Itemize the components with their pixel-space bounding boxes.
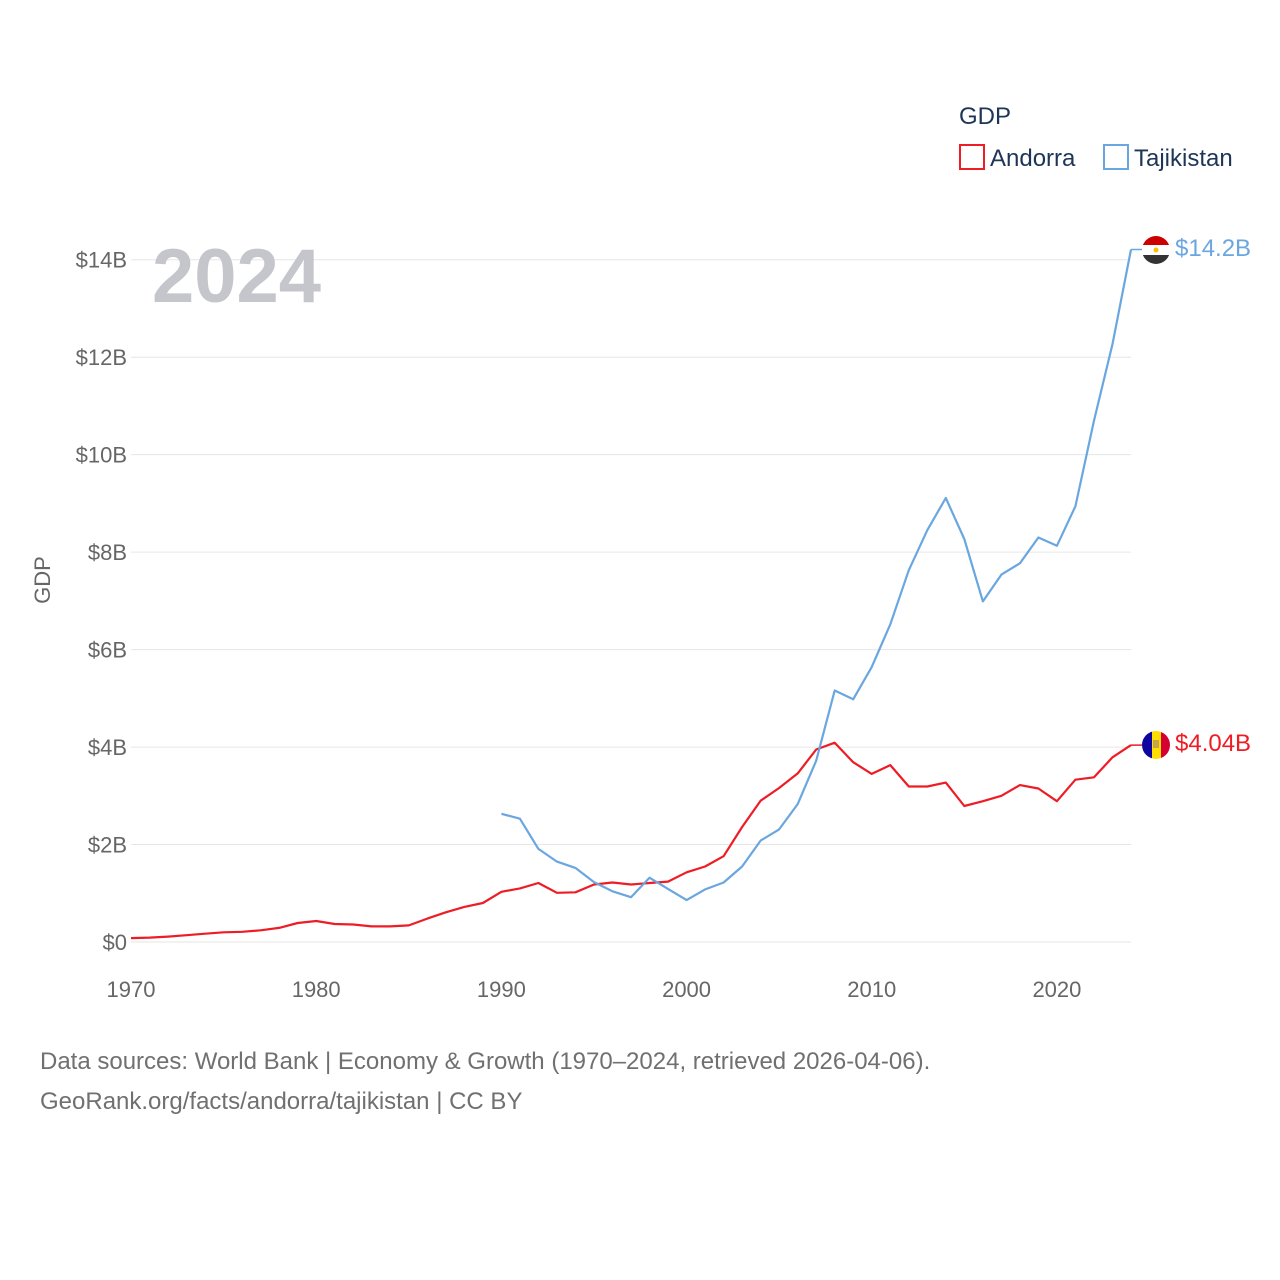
end-value-tajikistan: $14.2B — [1175, 235, 1251, 262]
end-label-tajikistan: $14.2B — [1142, 235, 1251, 264]
footer-sources: Data sources: World Bank | Economy & Gro… — [40, 1048, 931, 1075]
end-label-andorra: $4.04B — [1142, 730, 1251, 759]
legend-label-andorra: Andorra — [990, 145, 1076, 172]
x-tick-label: 1970 — [107, 977, 156, 1002]
y-tick-label: $8B — [88, 540, 127, 565]
y-tick-label: $0 — [103, 930, 127, 955]
y-tick-label: $4B — [88, 735, 127, 760]
y-axis-title: GDP — [30, 556, 55, 604]
y-tick-label: $2B — [88, 833, 127, 858]
andorra-flag-icon — [1142, 731, 1170, 759]
legend-swatch-andorra — [959, 144, 985, 170]
series-line-tajikistan[interactable] — [501, 249, 1133, 902]
legend-swatch-tajikistan — [1103, 144, 1129, 170]
x-tick-label: 1990 — [477, 977, 526, 1002]
x-tick-label: 1980 — [292, 977, 341, 1002]
series-lines — [130, 248, 1142, 940]
year-overlay: 2024 — [152, 234, 321, 319]
x-tick-label: 2020 — [1032, 977, 1081, 1002]
legend-item-tajikistan[interactable]: Tajikistan — [1103, 144, 1233, 172]
end-value-andorra: $4.04B — [1175, 730, 1251, 757]
y-tick-label: $6B — [88, 638, 127, 663]
x-axis-ticks: 1970 1980 1990 2000 2010 2020 — [107, 977, 1082, 1002]
x-tick-label: 2010 — [847, 977, 896, 1002]
y-tick-label: $12B — [76, 345, 127, 370]
legend-item-andorra[interactable]: Andorra — [959, 144, 1076, 172]
gdp-line-chart: $0 $2B $4B $6B $8B $10B $12B $14B 1970 1980 1990 2… — [30, 103, 1251, 1002]
footer-source-link[interactable]: GeoRank.org/facts/andorra/tajikistan | C… — [40, 1088, 523, 1115]
y-axis-ticks: $0 $2B $4B $6B $8B $10B $12B $14B — [76, 248, 127, 955]
series-line-andorra[interactable] — [130, 741, 1132, 940]
grid-lines — [131, 259, 1131, 943]
tajikistan-flag-icon — [1142, 236, 1170, 264]
legend-title: GDP — [959, 103, 1011, 130]
y-tick-label: $14B — [76, 248, 127, 273]
legend: GDP Andorra Tajikistan — [959, 103, 1233, 172]
footer: Data sources: World Bank | Economy & Gro… — [40, 1042, 930, 1122]
legend-label-tajikistan: Tajikistan — [1134, 145, 1233, 172]
y-tick-label: $10B — [76, 443, 127, 468]
x-tick-label: 2000 — [662, 977, 711, 1002]
